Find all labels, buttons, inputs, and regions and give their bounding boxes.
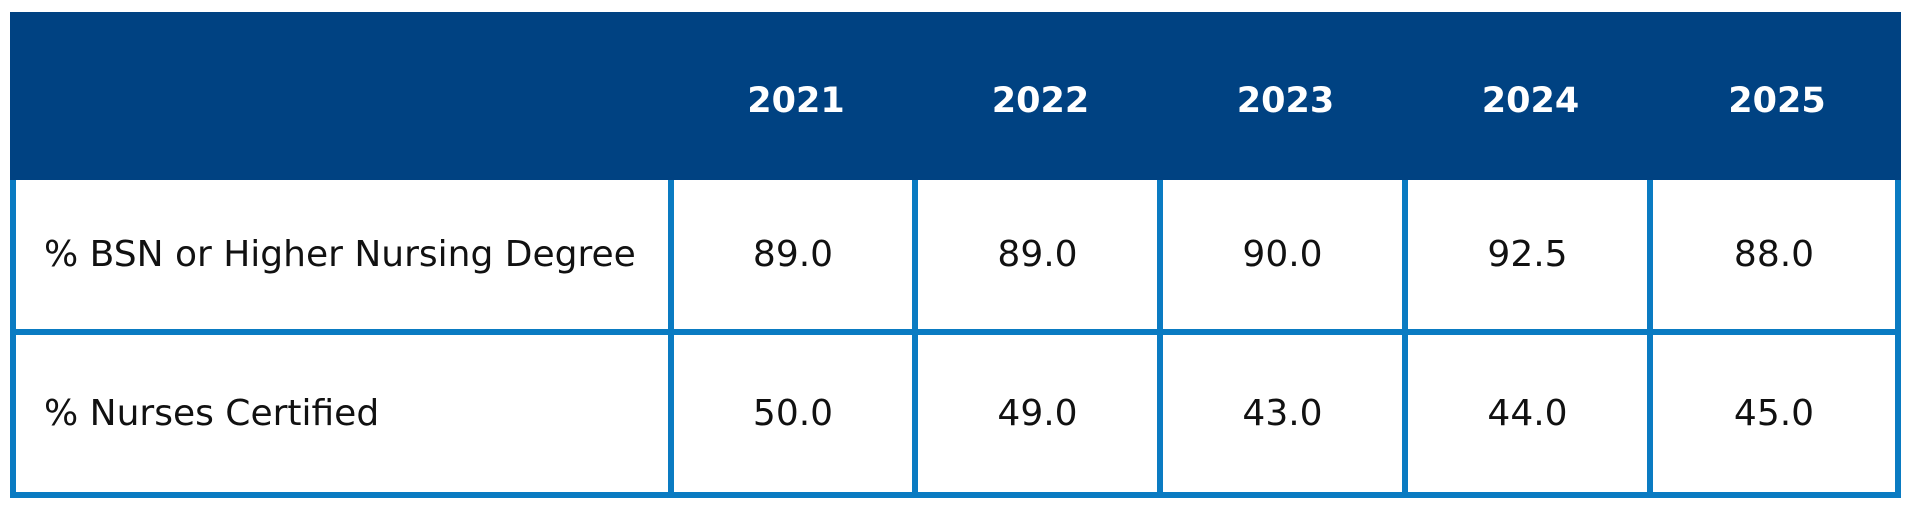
column-header: 2022 [918,12,1163,180]
table-cell: 49.0 [918,335,1163,498]
table-cell: 88.0 [1653,180,1901,335]
table-cell: 90.0 [1163,180,1408,335]
column-header: 2023 [1163,12,1408,180]
data-table: 2021 2022 2023 2024 2025 % BSN or Higher Nurs… [10,12,1901,498]
table-cell: 89.0 [918,180,1163,335]
table-cell: 45.0 [1653,335,1901,498]
header-corner [10,12,674,180]
row-label: % Nurses Certified [10,335,674,498]
row-label: % BSN or Higher Nursing Degree [10,180,674,335]
table-cell: 50.0 [674,335,918,498]
column-header: 2021 [674,12,918,180]
table-cell: 92.5 [1408,180,1653,335]
table-cell: 44.0 [1408,335,1653,498]
column-header: 2024 [1408,12,1653,180]
table-cell: 89.0 [674,180,918,335]
column-header: 2025 [1653,12,1901,180]
table-cell: 43.0 [1163,335,1408,498]
